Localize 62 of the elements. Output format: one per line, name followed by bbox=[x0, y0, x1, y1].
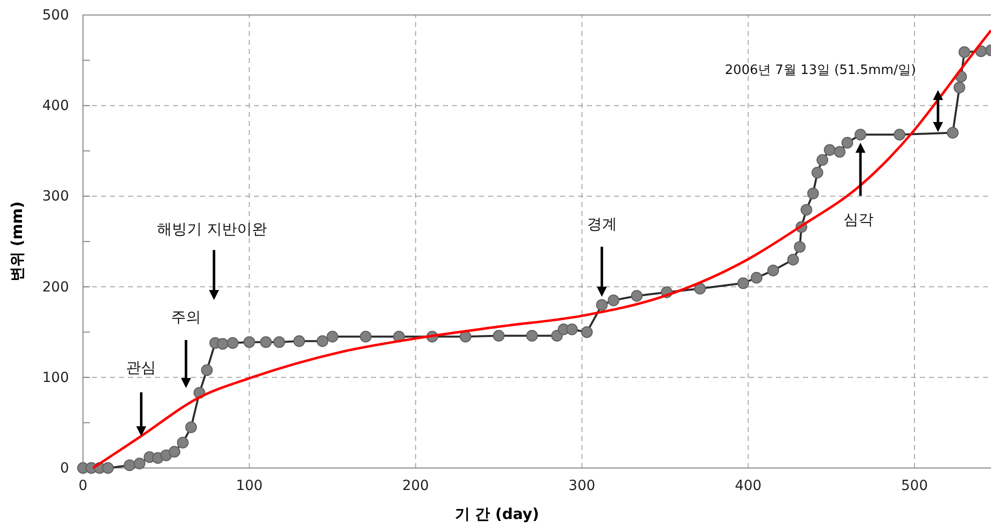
point bbox=[894, 128, 906, 140]
point bbox=[243, 336, 256, 348]
point bbox=[596, 299, 608, 311]
point bbox=[460, 330, 472, 342]
x-axis-title: 기 간 (day) bbox=[454, 505, 540, 523]
y-tick-label: 300 bbox=[42, 188, 69, 205]
point bbox=[176, 436, 189, 448]
point bbox=[201, 364, 213, 376]
point bbox=[767, 264, 779, 276]
point bbox=[737, 277, 750, 290]
point bbox=[854, 128, 866, 140]
annotation: 주의 bbox=[171, 308, 201, 326]
annotation: 해빙기 지반이완 bbox=[157, 220, 267, 238]
point bbox=[816, 154, 828, 166]
point bbox=[185, 421, 197, 434]
point bbox=[316, 335, 328, 347]
y-tick-label: 500 bbox=[42, 7, 69, 24]
point bbox=[946, 126, 959, 139]
x-tick-label: 500 bbox=[901, 478, 928, 494]
point bbox=[360, 330, 372, 342]
point bbox=[824, 144, 836, 156]
point bbox=[134, 458, 146, 470]
point bbox=[958, 46, 970, 58]
point bbox=[102, 462, 114, 474]
point bbox=[750, 272, 762, 284]
point bbox=[812, 166, 824, 178]
point bbox=[326, 330, 338, 342]
x-tick-label: 200 bbox=[402, 478, 429, 494]
annotation: 2006년 7월 13일 (51.5mm/일) bbox=[724, 63, 916, 78]
y-axis-title: 변위 (mm) bbox=[8, 201, 26, 282]
annotation: 심각 bbox=[843, 210, 874, 229]
x-tick-label: 100 bbox=[236, 478, 263, 494]
point bbox=[492, 330, 505, 342]
point bbox=[694, 282, 706, 294]
point bbox=[526, 330, 538, 342]
point bbox=[794, 241, 806, 253]
x-tick-label: 400 bbox=[734, 478, 762, 494]
annotation: 관심 bbox=[126, 358, 156, 376]
y-tick-label: 0 bbox=[60, 460, 69, 476]
point bbox=[608, 294, 620, 306]
point bbox=[216, 338, 229, 350]
point bbox=[841, 136, 854, 149]
point bbox=[954, 82, 966, 94]
point bbox=[787, 254, 799, 266]
y-tick-label: 200 bbox=[42, 279, 69, 296]
point bbox=[581, 326, 593, 338]
point bbox=[630, 290, 643, 302]
x-tick-label: 300 bbox=[568, 478, 596, 494]
point bbox=[834, 146, 846, 158]
point bbox=[168, 446, 180, 458]
y-tick-label: 100 bbox=[42, 370, 69, 386]
y-tick-label: 400 bbox=[42, 98, 69, 114]
point bbox=[566, 324, 578, 336]
point bbox=[124, 459, 136, 472]
annotation: 경계 bbox=[586, 214, 617, 233]
point bbox=[807, 188, 819, 200]
point bbox=[293, 335, 306, 347]
point bbox=[273, 336, 286, 348]
point bbox=[260, 336, 272, 348]
point bbox=[800, 204, 812, 216]
point bbox=[226, 337, 239, 349]
x-tick-label: 0 bbox=[78, 478, 88, 494]
